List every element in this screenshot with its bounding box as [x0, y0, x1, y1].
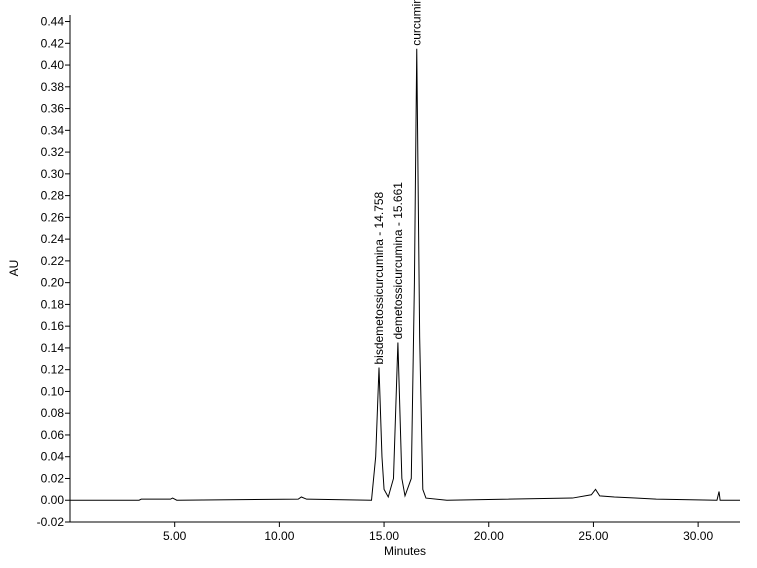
y-tick-label: 0.24 — [41, 232, 65, 246]
y-tick-label: 0.06 — [41, 428, 65, 442]
y-tick-label: 0.10 — [41, 384, 65, 398]
x-tick-label: 25.00 — [578, 529, 608, 543]
y-tick-label: 0.42 — [41, 36, 65, 50]
x-tick-label: 20.00 — [474, 529, 504, 543]
y-tick-label: -0.02 — [37, 515, 65, 529]
y-tick-label: 0.22 — [41, 254, 65, 268]
y-tick-label: 0.02 — [41, 471, 65, 485]
y-tick-label: 0.20 — [41, 276, 65, 290]
trace — [70, 48, 740, 501]
y-tick-label: 0.28 — [41, 189, 65, 203]
y-tick-label: 0.08 — [41, 406, 65, 420]
y-tick-label: 0.18 — [41, 297, 65, 311]
y-tick-label: 0.40 — [41, 58, 65, 72]
y-tick-label: 0.04 — [41, 450, 65, 464]
y-tick-label: 0.34 — [41, 123, 65, 137]
y-tick-label: 0.16 — [41, 319, 65, 333]
peak-label: demetossicurcumina - 15.661 — [391, 182, 405, 340]
y-tick-label: 0.14 — [41, 341, 65, 355]
peak-label: curcumina - 16.561 — [410, 0, 424, 46]
peak-label: bisdemetossicurcumina - 14.758 — [372, 191, 386, 364]
x-tick-label: 15.00 — [369, 529, 399, 543]
y-tick-label: 0.36 — [41, 102, 65, 116]
y-tick-label: 0.26 — [41, 210, 65, 224]
y-tick-label: 0.44 — [41, 15, 65, 29]
x-tick-label: 10.00 — [264, 529, 294, 543]
x-tick-label: 30.00 — [683, 529, 713, 543]
x-axis-label: Minutes — [384, 544, 426, 558]
y-tick-label: 0.38 — [41, 80, 65, 94]
y-axis-label: AU — [7, 260, 21, 277]
y-tick-label: 0.12 — [41, 363, 65, 377]
y-tick-label: 0.00 — [41, 493, 65, 507]
x-tick-label: 5.00 — [163, 529, 187, 543]
y-tick-label: 0.30 — [41, 167, 65, 181]
y-tick-label: 0.32 — [41, 145, 65, 159]
